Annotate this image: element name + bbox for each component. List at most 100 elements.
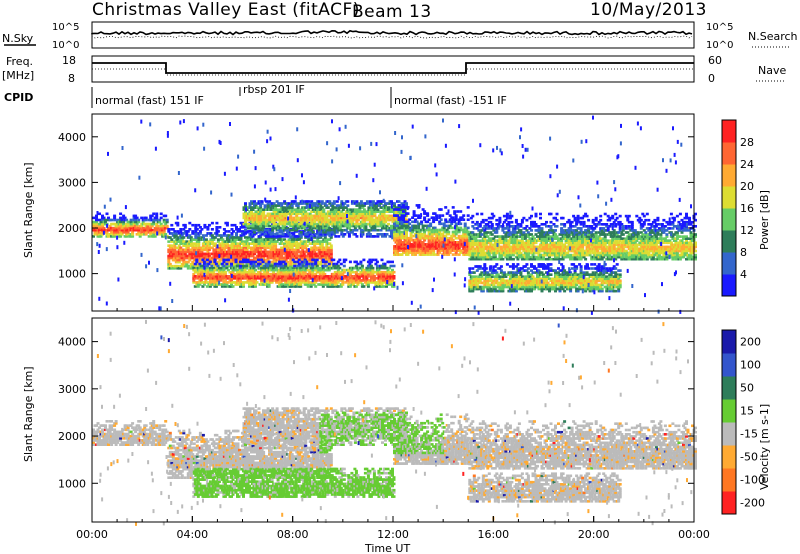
power-cell: [374, 283, 378, 286]
power-cell: [284, 267, 288, 270]
power-cell: [284, 262, 288, 266]
power-cell: [487, 225, 491, 228]
power-cell: [226, 275, 230, 278]
power-cell: [93, 228, 97, 232]
power-cell: [129, 226, 133, 230]
power-cell: [165, 235, 169, 238]
power-cell: [198, 258, 202, 262]
power-cell: [481, 218, 485, 222]
power-cell: [149, 233, 153, 236]
power-cell: [380, 281, 384, 284]
power-cell: [269, 277, 273, 280]
power-cell: [320, 242, 324, 245]
power-cell: [198, 262, 202, 266]
power-cell: [259, 220, 263, 224]
power-cell: [150, 224, 154, 228]
power-cell: [230, 228, 234, 231]
power-cell: [135, 224, 139, 228]
power-cell: [191, 244, 195, 247]
power-cell: [334, 235, 338, 238]
power-cell: [287, 242, 291, 245]
power-cell: [498, 216, 502, 220]
power-cell: [239, 279, 242, 282]
power-cell: [222, 264, 226, 268]
power-cell: [245, 238, 249, 241]
cpid-label: CPID: [4, 91, 33, 104]
power-cell: [198, 266, 202, 270]
power-cell: [126, 224, 130, 228]
power-cell: [194, 242, 198, 245]
power-cell: [257, 272, 260, 276]
power-cell: [223, 270, 227, 274]
power-cell: [180, 264, 184, 268]
power-cell: [164, 233, 168, 236]
power-cell: [244, 210, 247, 213]
power-cell: [233, 236, 237, 239]
power-cell: [480, 212, 484, 216]
power-cell: [210, 252, 214, 256]
power-cell: [257, 244, 261, 247]
power-cell: [287, 285, 291, 288]
power-cell: [244, 220, 247, 224]
power-cell: [319, 262, 323, 266]
power-cell: [301, 244, 305, 247]
power-cell: [251, 279, 254, 282]
power-cell: [274, 222, 278, 226]
power-cell: [450, 226, 454, 230]
power-cell: [234, 258, 238, 262]
power-cell: [219, 268, 223, 272]
power-cell: [360, 272, 364, 276]
power-cell: [241, 248, 244, 252]
power-cell: [313, 244, 317, 247]
power-cell: [204, 240, 208, 243]
power-cell: [466, 214, 470, 217]
power-cell: [226, 268, 230, 272]
power-cell: [208, 266, 212, 270]
power-cell: [347, 283, 351, 286]
power-cell: [152, 231, 156, 234]
power-cell: [459, 210, 463, 213]
power-cell: [258, 270, 262, 274]
power-cell: [227, 256, 231, 260]
power-cell: [239, 266, 242, 270]
power-cell: [329, 244, 333, 247]
power-cell: [287, 252, 291, 256]
power-cell: [374, 258, 378, 262]
power-cell: [341, 272, 345, 276]
power-cell: [375, 260, 379, 264]
power-cell: [259, 260, 263, 264]
power-cell: [251, 208, 255, 211]
power-cell: [156, 224, 160, 228]
power-cell: [200, 250, 204, 254]
power-cell: [152, 220, 156, 224]
power-cell: [221, 238, 225, 241]
power-cell: [224, 264, 228, 268]
power-cell: [200, 236, 204, 239]
power-cell: [170, 256, 174, 260]
power-cell: [380, 258, 384, 262]
power-cell: [278, 277, 282, 280]
power-cell: [222, 260, 226, 264]
power-cell: [254, 226, 258, 230]
power-cell: [176, 223, 180, 227]
power-cell: [288, 266, 292, 270]
nsearch-label: N.Search: [748, 30, 798, 43]
power-cell: [310, 252, 314, 256]
power-cell: [290, 285, 294, 288]
power-cell: [300, 281, 304, 284]
power-cell: [296, 246, 300, 250]
power-cell: [299, 266, 303, 270]
nsky-label: N.Sky: [2, 32, 34, 45]
power-cell: [287, 266, 291, 270]
power-cell: [242, 281, 245, 284]
power-cell: [135, 222, 139, 226]
power-cell: [287, 283, 291, 286]
power-cell: [314, 260, 318, 264]
power-cell: [122, 214, 126, 218]
power-cell: [377, 283, 381, 286]
power-cell: [232, 258, 235, 262]
power-cell: [105, 233, 109, 236]
power-cell: [322, 246, 326, 250]
nave-trace: [92, 68, 694, 76]
power-cell: [132, 222, 136, 226]
